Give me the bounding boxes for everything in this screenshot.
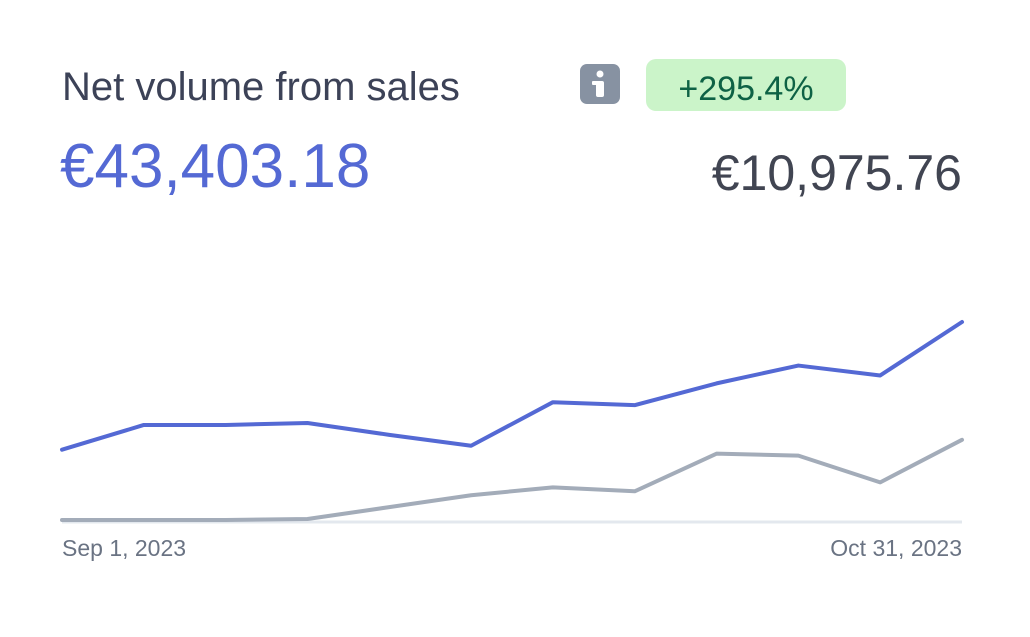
badge-bg <box>646 59 846 111</box>
series-line <box>60 320 964 452</box>
previous-total: €10,975.76 <box>712 145 962 201</box>
series-line <box>60 437 964 522</box>
x-tick-label: Sep 1, 2023 <box>62 535 186 561</box>
change-badge: +295.4% <box>678 70 813 108</box>
info-icon[interactable] <box>580 64 620 104</box>
current-total: €43,403.18 <box>60 132 370 201</box>
chart-title: Net volume from sales <box>62 65 460 109</box>
x-tick-label: Oct 31, 2023 <box>830 535 962 561</box>
